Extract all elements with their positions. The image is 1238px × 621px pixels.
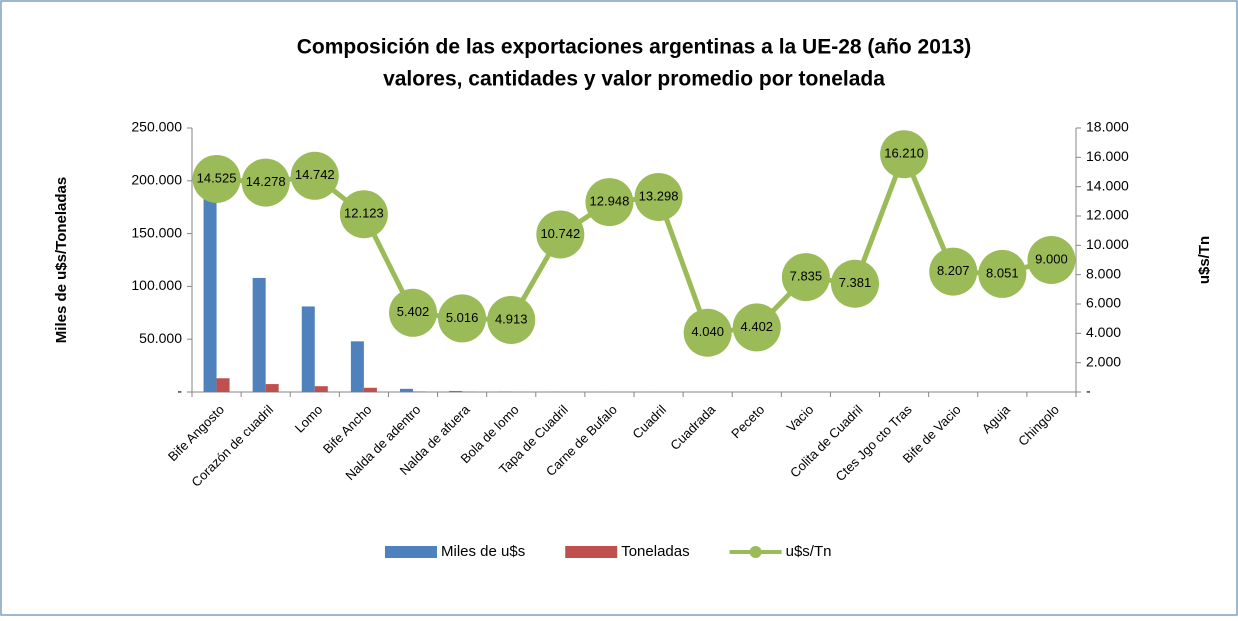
y2-tick-label: 16.000 <box>1086 148 1129 164</box>
bar <box>217 378 230 392</box>
y2-tick-label: 6.000 <box>1086 295 1121 311</box>
data-label: 10.742 <box>540 226 580 241</box>
y2-tick-label: - <box>1086 383 1091 399</box>
legend-swatch <box>385 546 437 558</box>
bar <box>498 391 511 392</box>
bar <box>413 391 426 392</box>
legend-swatch <box>565 546 617 558</box>
data-label: 14.525 <box>197 170 237 185</box>
y2-tick-label: 8.000 <box>1086 265 1121 281</box>
data-label: 4.913 <box>495 311 528 326</box>
data-label: 7.381 <box>839 275 872 290</box>
data-label: 14.742 <box>295 167 335 182</box>
bar <box>400 389 413 392</box>
bar <box>364 388 377 392</box>
chart-title: Composición de las exportaciones argenti… <box>297 36 972 59</box>
y2-tick-label: 12.000 <box>1086 207 1129 223</box>
legend-swatch <box>750 546 762 558</box>
y-tick-label: 200.000 <box>131 172 182 188</box>
chart-subtitle: valores, cantidades y valor promedio por… <box>383 68 885 91</box>
bar <box>266 384 279 392</box>
data-label: 14.278 <box>246 174 286 189</box>
legend-label: Toneladas <box>621 543 689 560</box>
bar <box>315 386 328 392</box>
data-label: 12.948 <box>590 194 630 209</box>
data-label: 5.016 <box>446 310 479 325</box>
data-label: 12.123 <box>344 206 384 221</box>
data-label: 8.207 <box>937 263 970 278</box>
y-tick-label: 50.000 <box>139 330 182 346</box>
legend-label: Miles de u$s <box>441 543 525 560</box>
data-label: 4.040 <box>691 324 724 339</box>
bar <box>204 191 217 392</box>
legend-label: u$s/Tn <box>786 543 832 560</box>
y2-tick-label: 18.000 <box>1086 119 1129 135</box>
data-label: 9.000 <box>1035 251 1068 266</box>
data-label: 5.402 <box>397 304 430 319</box>
y-tick-label: 150.000 <box>131 224 182 240</box>
y2-tick-label: 4.000 <box>1086 324 1121 340</box>
bar <box>253 278 266 392</box>
data-label: 13.298 <box>639 188 679 203</box>
y-tick-label: 100.000 <box>131 277 182 293</box>
y-tick-label: 250.000 <box>131 119 182 135</box>
data-label: 7.835 <box>790 269 823 284</box>
data-label: 4.402 <box>741 319 774 334</box>
y2-axis-title: u$s/Tn <box>1196 236 1213 284</box>
y2-tick-label: 10.000 <box>1086 236 1129 252</box>
bar <box>351 341 364 392</box>
y2-tick-label: 14.000 <box>1086 177 1129 193</box>
bar <box>302 306 315 392</box>
y2-tick-label: 2.000 <box>1086 353 1121 369</box>
bar <box>449 391 462 392</box>
y-axis-title: Miles de u$s/Toneladas <box>53 177 70 343</box>
y-tick-label: - <box>177 383 182 399</box>
data-label: 8.051 <box>986 265 1019 280</box>
data-label: 16.210 <box>884 146 924 161</box>
